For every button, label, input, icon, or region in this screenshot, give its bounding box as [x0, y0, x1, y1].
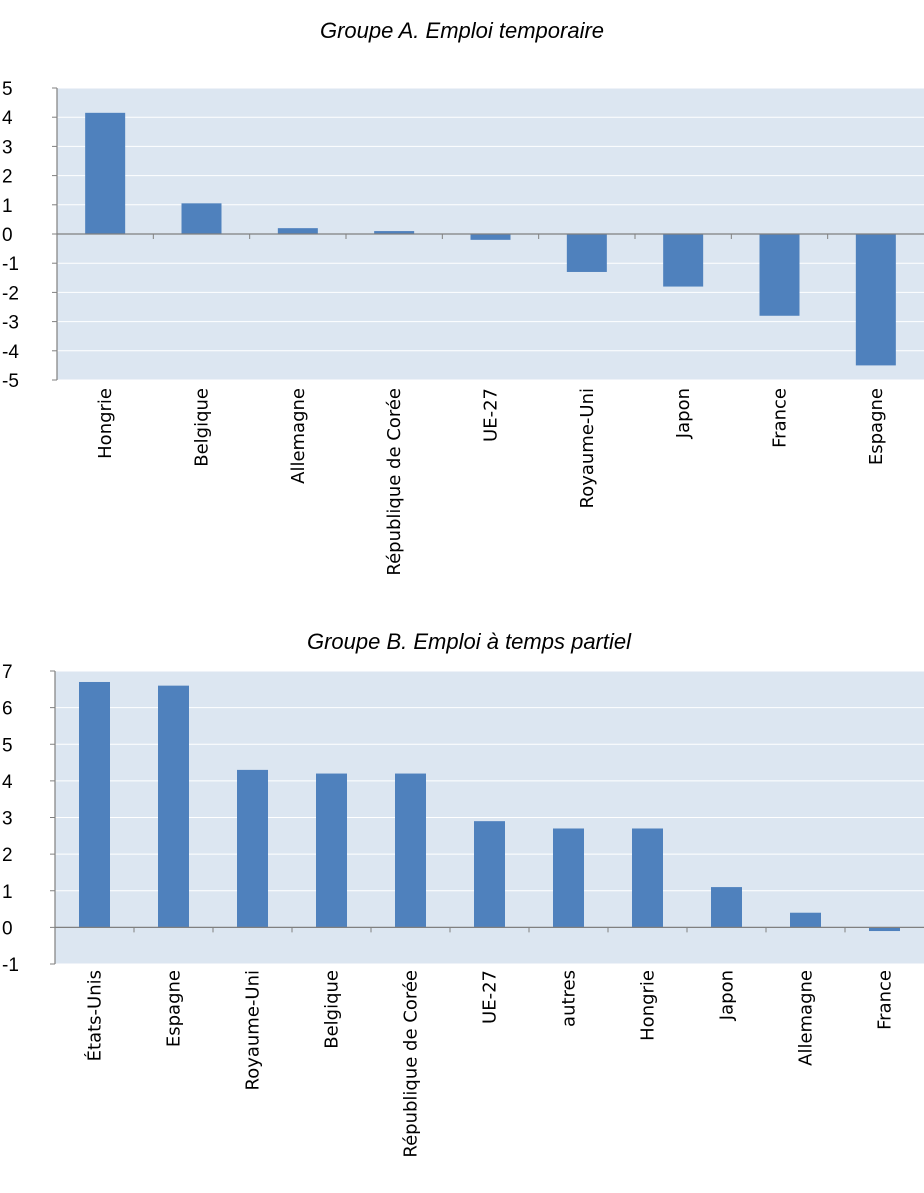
y-tick-label: 1	[2, 196, 13, 217]
x-tick-label: Espagne	[164, 970, 185, 1047]
x-tick-label: autres	[559, 970, 580, 1027]
y-tick-label: 6	[2, 699, 13, 720]
bar-ue-27	[474, 821, 505, 928]
x-tick-label: UE-27	[480, 970, 501, 1024]
bar-autres	[553, 828, 584, 928]
y-tick-label: 4	[2, 772, 13, 793]
x-tick-label: Belgique	[192, 388, 213, 467]
y-tick-label: -3	[2, 313, 19, 334]
y-tick-label: 0	[2, 225, 13, 246]
x-tick-label: République de Corée	[384, 388, 405, 576]
x-tick-label: Royaume-Uni	[577, 388, 598, 509]
x-tick-label: Japon	[673, 388, 694, 439]
x-tick-label: États-Unis	[84, 970, 106, 1061]
bar-belgique	[316, 773, 347, 928]
bar-hongrie	[85, 112, 126, 234]
bar-république-de-corée	[395, 773, 426, 928]
y-tick-label: 5	[2, 735, 13, 756]
chart-title-b: Groupe B. Emploi à temps partiel	[307, 629, 632, 654]
y-tick-label: -2	[2, 283, 19, 304]
y-tick-label: 4	[2, 108, 13, 129]
y-tick-label: -4	[2, 342, 19, 363]
bar-république-de-corée	[374, 231, 415, 234]
bar-japon	[711, 887, 742, 928]
bar-france	[759, 234, 800, 316]
axes-a	[52, 87, 924, 381]
bar-ue-27	[470, 234, 511, 240]
gridlines-a	[57, 87, 924, 381]
x-tick-label: Allemagne	[288, 388, 309, 484]
axes-b	[50, 670, 924, 965]
chart-title-a: Groupe A. Emploi temporaire	[320, 18, 604, 43]
y-tick-label: -1	[2, 955, 19, 976]
y-tick-label: 5	[2, 79, 13, 100]
bar-espagne	[855, 234, 896, 366]
y-tick-label: 2	[2, 845, 13, 866]
x-tick-label: Royaume-Uni	[243, 970, 264, 1091]
x-tick-label: Japon	[717, 970, 738, 1021]
bar-espagne	[158, 685, 189, 928]
y-tick-label: 2	[2, 167, 13, 188]
bar-japon	[663, 234, 704, 287]
x-tick-label: Espagne	[866, 388, 887, 465]
x-tick-label: Belgique	[322, 970, 343, 1049]
x-tick-labels-b: États-Unis Espagne Royaume-Uni Belgique Répu…	[84, 970, 896, 1158]
x-tick-label: Hongrie	[95, 388, 116, 459]
y-tick-label: 0	[2, 918, 13, 939]
y-tick-label: 7	[2, 662, 13, 683]
y-tick-label: -1	[2, 254, 19, 275]
y-tick-label: -5	[2, 371, 19, 392]
y-tick-labels-b: 7 6 5 4 3 2 1 0 -1	[2, 662, 19, 976]
x-tick-label: France	[770, 388, 791, 448]
x-tick-label: France	[875, 970, 896, 1030]
panel-a-temporary-employment: 5 4 3 2 1 0 -1 -2 -3 -4 -5 Hongrie Belgique Allemagn…	[2, 18, 924, 576]
x-tick-label: Hongrie	[638, 970, 659, 1041]
x-tick-label: UE-27	[481, 388, 502, 442]
panel-b-part-time-employment: 7 6 5 4 3 2 1 0 -1 États-Unis Espagne Royaume-Uni B…	[2, 629, 924, 1158]
bar-royaume-uni	[566, 234, 607, 272]
y-tick-label: 1	[2, 882, 13, 903]
y-tick-label: 3	[2, 809, 13, 830]
bars-a	[85, 112, 896, 366]
x-tick-labels-a: Hongrie Belgique Allemagne République de Co…	[95, 388, 887, 576]
y-tick-label: 3	[2, 137, 13, 158]
bar-états-unis	[79, 681, 110, 928]
bar-allemagne	[790, 912, 821, 928]
bars-b	[79, 681, 900, 932]
bar-france	[869, 927, 900, 932]
bar-royaume-uni	[237, 769, 268, 928]
x-tick-label: Allemagne	[796, 970, 817, 1066]
y-tick-labels-a: 5 4 3 2 1 0 -1 -2 -3 -4 -5	[2, 79, 19, 392]
x-tick-label: République de Corée	[401, 970, 422, 1158]
bar-hongrie	[632, 828, 663, 928]
bar-allemagne	[277, 228, 318, 234]
bar-belgique	[181, 203, 222, 234]
